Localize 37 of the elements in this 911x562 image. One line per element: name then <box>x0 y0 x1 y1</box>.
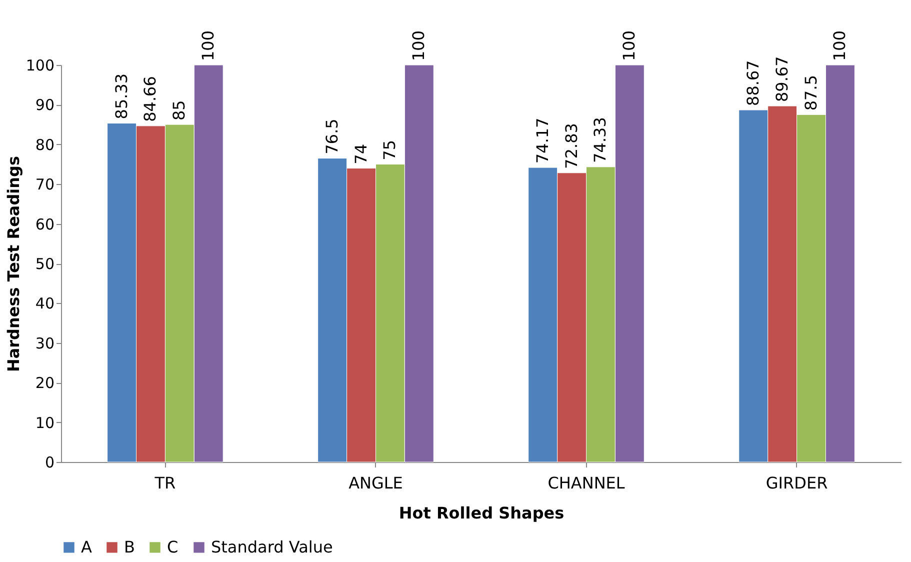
data-label: 100 <box>620 30 639 61</box>
data-label: 72.83 <box>562 123 581 169</box>
y-tick-label: 0 <box>44 454 54 472</box>
data-label: 87.5 <box>801 75 820 111</box>
x-tick-label: ANGLE <box>348 474 403 492</box>
y-tick-label: 40 <box>35 294 54 313</box>
x-tick-label: GIRDER <box>766 474 828 492</box>
legend-label: A <box>81 537 92 556</box>
data-label: 89.67 <box>772 56 792 102</box>
data-label: 100 <box>830 30 850 61</box>
data-label: 74.33 <box>590 117 610 163</box>
data-label: 88.67 <box>743 60 762 106</box>
y-tick-label: 90 <box>35 96 54 114</box>
x-axis-title: Hot Rolled Shapes <box>398 504 564 522</box>
data-label: 75 <box>380 140 400 160</box>
x-tick-label: CHANNEL <box>548 474 625 492</box>
y-tick-label: 20 <box>35 374 54 392</box>
x-tick-label: TR <box>154 474 176 492</box>
legend-label: B <box>124 537 135 556</box>
y-tick-label: 30 <box>35 334 54 352</box>
y-tick-label: 10 <box>35 414 54 432</box>
legend-label: C <box>167 537 178 556</box>
y-axis-title: Hardness Test Readings <box>4 156 23 372</box>
y-tick-label: 60 <box>35 215 54 234</box>
y-tick-label: 80 <box>35 136 54 154</box>
data-label: 74.17 <box>532 118 552 164</box>
y-tick-label: 70 <box>35 176 54 194</box>
y-tick-label: 100 <box>26 56 54 74</box>
data-label: 100 <box>409 30 428 61</box>
data-label: 100 <box>198 30 218 61</box>
y-tick-label: 50 <box>35 255 54 273</box>
data-label: 85 <box>170 100 189 121</box>
legend-label: Standard Value <box>211 537 333 556</box>
data-label: 85.33 <box>112 73 131 120</box>
data-label: 76.5 <box>322 118 342 154</box>
data-label: 84.66 <box>140 76 160 122</box>
data-label: 74 <box>351 144 370 164</box>
